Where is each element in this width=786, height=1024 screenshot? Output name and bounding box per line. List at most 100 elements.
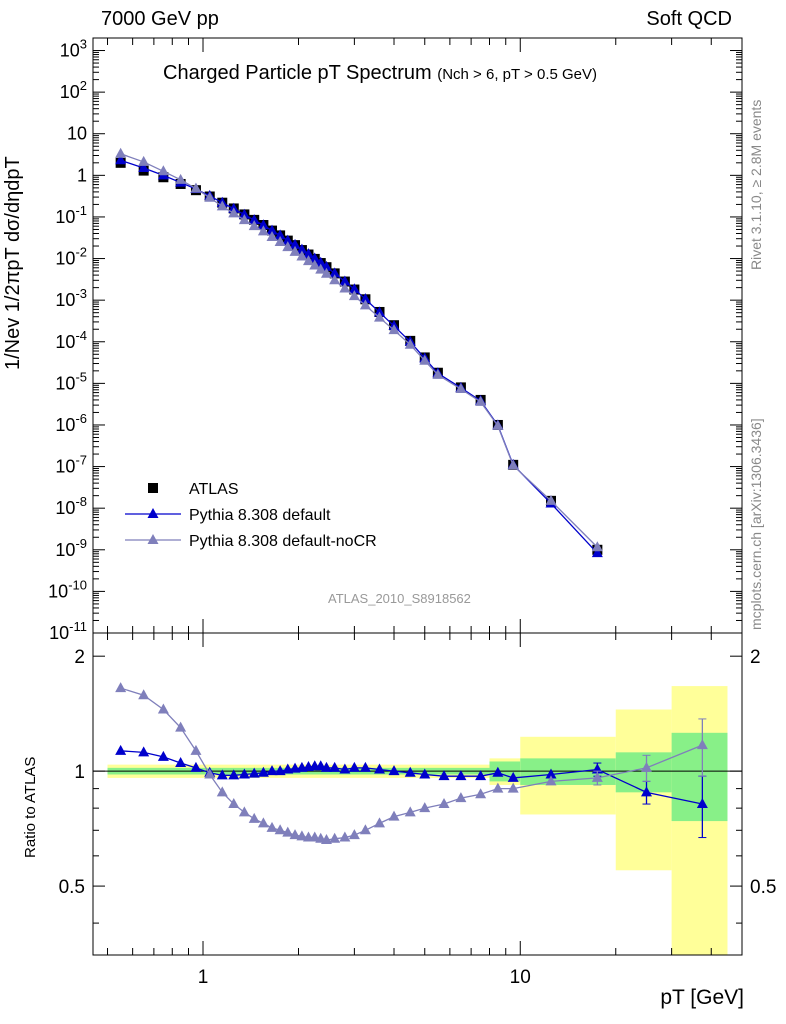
main-y-tick-label: 10-7 — [55, 453, 87, 477]
mc-data-point-2 — [175, 173, 187, 184]
ratio-point-0 — [438, 770, 450, 781]
ratio-point-0 — [507, 771, 519, 782]
mc-data-point-1 — [274, 229, 286, 240]
legend-marker-triangle — [147, 534, 159, 544]
ratio-y-tick-label-right: 2 — [750, 647, 761, 668]
legend-marker-atlas — [148, 483, 158, 493]
ratio-point-0 — [115, 744, 127, 755]
legend: ATLAS Pythia 8.308 default Pythia 8.308 de… — [125, 481, 377, 550]
mc-data-point-2 — [282, 241, 294, 252]
ratio-point-0 — [388, 765, 400, 776]
main-y-axis-label: 1/Nev 1/2πpT dσ/dηdpT — [2, 156, 24, 370]
analysis-id-label: ATLAS_2010_S8918562 — [328, 591, 471, 606]
ratio-point-0 — [696, 798, 708, 809]
ratio-point-1 — [339, 831, 351, 842]
ratio-point-1 — [257, 817, 269, 828]
mc-data-point-1 — [266, 224, 278, 235]
mc-data-point-2 — [404, 338, 416, 349]
main-y-tick-label: 1 — [77, 165, 87, 185]
mc-data-point-2 — [329, 274, 341, 285]
main-series — [115, 147, 603, 558]
ratio-point-0 — [157, 750, 169, 761]
main-y-tick-label: 10-4 — [55, 328, 87, 352]
mc-data-point-2 — [204, 191, 216, 202]
mc-data-point-1 — [248, 214, 260, 225]
x-axis-label: pT [GeV] — [660, 986, 744, 1009]
ratio-y-tick-label-right: 0.5 — [750, 877, 776, 898]
ratio-point-0 — [175, 757, 187, 768]
main-y-tick-label: 10-11 — [49, 619, 87, 643]
ratio-point-0 — [419, 768, 431, 779]
mc-data-point-2 — [302, 255, 314, 266]
mc-data-point-2 — [190, 182, 202, 193]
legend-label: ATLAS — [189, 481, 239, 498]
legend-label: Pythia 8.308 default — [189, 507, 331, 524]
main-y-tick-label: 10-5 — [55, 369, 87, 393]
mc-data-point-2 — [138, 155, 150, 166]
ratio-point-1 — [388, 810, 400, 821]
ratio-point-0 — [138, 746, 150, 757]
ratio-point-0 — [257, 766, 269, 777]
ratio-point-0 — [404, 766, 416, 777]
mc-data-point-2 — [507, 459, 519, 470]
ratio-point-1 — [641, 761, 653, 772]
mc-data-point-2 — [115, 147, 127, 158]
mc-data-point-2 — [339, 282, 351, 293]
mc-data-point-2 — [320, 267, 332, 278]
ratio-point-0 — [348, 761, 360, 772]
ratio-point-1 — [238, 806, 250, 817]
mc-data-point-1 — [309, 252, 321, 263]
header-category-label: Soft QCD — [646, 8, 732, 30]
ratio-point-1 — [492, 782, 504, 793]
legend-label: Pythia 8.308 default-noCR — [189, 533, 377, 550]
mc-data-point-2 — [373, 311, 385, 322]
ratio-point-0 — [248, 767, 260, 778]
ratio-point-1 — [455, 792, 467, 803]
ratio-point-1 — [228, 798, 240, 809]
ratio-point-0 — [359, 761, 371, 772]
chart-title-main: Charged Particle pT Spectrum — [163, 62, 432, 84]
ratio-y-tick-label-left: 1 — [74, 762, 85, 783]
mc-data-point-2 — [432, 368, 444, 379]
mc-data-point-2 — [248, 220, 260, 231]
ratio-point-1 — [438, 798, 450, 809]
main-y-tick-label: 10-8 — [55, 494, 87, 518]
mc-data-point-2 — [359, 299, 371, 310]
mc-data-point-1 — [373, 306, 385, 317]
ratio-point-1 — [157, 703, 169, 714]
mc-data-point-2 — [591, 541, 603, 552]
ratio-point-0 — [329, 761, 341, 772]
ratio-point-1 — [545, 775, 557, 786]
ratio-point-1 — [175, 721, 187, 732]
ratio-y-tick-label-left: 0.5 — [59, 877, 85, 898]
mc-data-point-1 — [591, 547, 603, 558]
ratio-point-0 — [545, 768, 557, 779]
mc-data-point-2 — [266, 230, 278, 241]
mc-data-point-2 — [296, 250, 308, 261]
mc-data-point-1 — [315, 256, 327, 267]
ratio-point-0 — [216, 769, 228, 780]
mc-data-point-1 — [296, 243, 308, 254]
mc-data-point-1 — [302, 248, 314, 259]
ratio-point-0 — [339, 763, 351, 774]
ratio-point-1 — [216, 786, 228, 797]
main-y-tick-label: 10-2 — [55, 245, 87, 269]
x-ticks: 1 10 — [107, 38, 743, 988]
mc-data-point-2 — [238, 214, 250, 225]
chart-title-cuts: (Nch > 6, pT > 0.5 GeV) — [437, 66, 598, 83]
ratio-point-0 — [492, 766, 504, 777]
ratio-y-tick-label-left: 2 — [74, 647, 85, 668]
ratio-point-1 — [282, 826, 294, 837]
mc-data-point-1 — [329, 267, 341, 278]
x-tick-label: 10 — [510, 967, 531, 988]
mc-data-point-2 — [388, 324, 400, 335]
ratio-point-1 — [696, 739, 708, 750]
mc-data-point-2 — [545, 494, 557, 505]
ratio-point-1 — [348, 829, 360, 840]
ratio-point-1 — [204, 768, 216, 779]
ratio-point-1 — [419, 802, 431, 813]
mc-data-point-2 — [348, 290, 360, 301]
ratio-panel-border — [92, 632, 743, 956]
ratio-point-1 — [248, 812, 260, 823]
